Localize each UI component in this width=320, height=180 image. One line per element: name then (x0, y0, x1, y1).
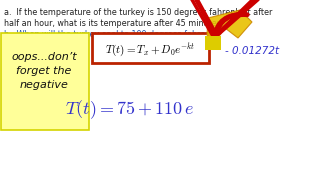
Text: negative: negative (20, 80, 68, 90)
Text: forget the: forget the (16, 66, 72, 76)
Text: oops...don’t: oops...don’t (11, 52, 77, 62)
Text: - 0.01272t: - 0.01272t (225, 46, 279, 56)
Text: b.  When will the turkey cool to 100 degrees fahre: b. When will the turkey cool to 100 degr… (4, 30, 205, 39)
Text: half an hour, what is its temperature after 45 minutes?: half an hour, what is its temperature af… (4, 19, 225, 28)
FancyBboxPatch shape (205, 36, 221, 50)
Text: a.  If the temperature of the turkey is 150 degrees fahrenheit after: a. If the temperature of the turkey is 1… (4, 8, 272, 17)
FancyBboxPatch shape (1, 33, 89, 130)
Text: $T(t) = T_{x} + D_0 e^{-kt}$: $T(t) = T_{x} + D_0 e^{-kt}$ (105, 41, 195, 58)
FancyBboxPatch shape (92, 33, 209, 63)
Polygon shape (207, 10, 252, 42)
Text: $T(t) = 75 + 110\,e$: $T(t) = 75 + 110\,e$ (65, 98, 194, 121)
